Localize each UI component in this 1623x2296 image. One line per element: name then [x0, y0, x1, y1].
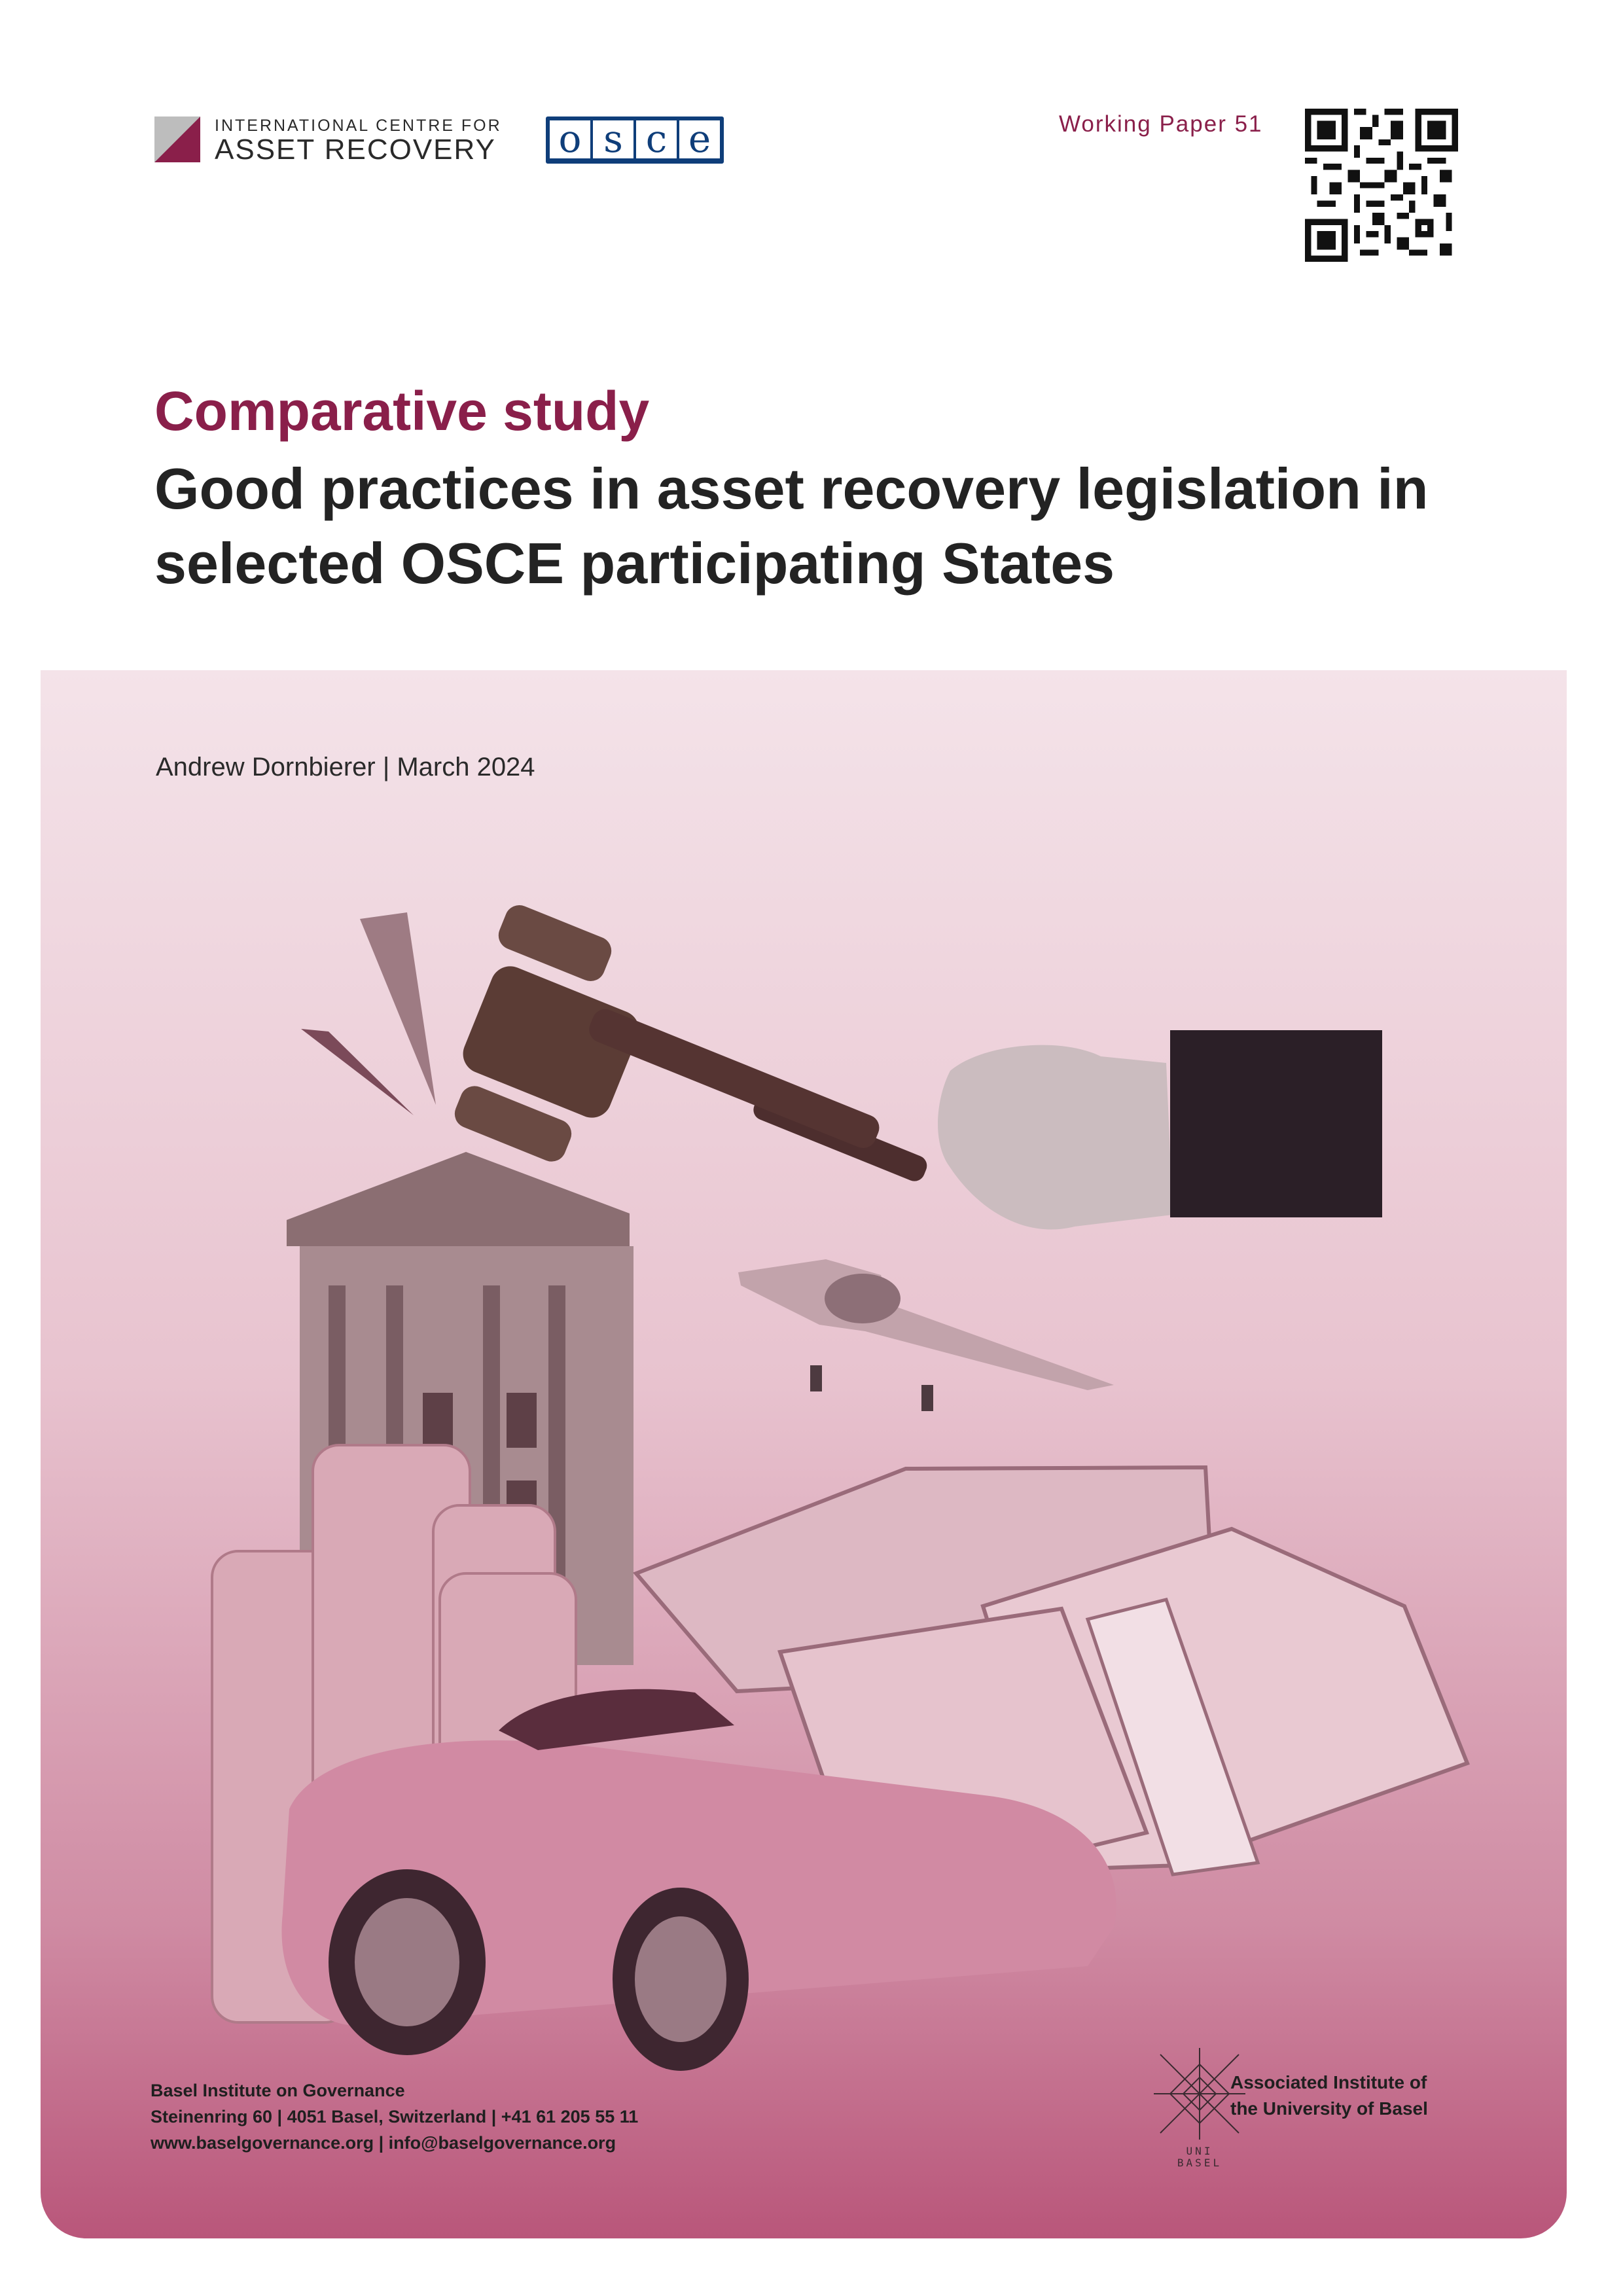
- associated-line2: the University of Basel: [1230, 2098, 1428, 2119]
- hand-icon: [938, 1030, 1382, 1230]
- associated-institute: Associated Institute of the University o…: [1230, 2070, 1466, 2122]
- osce-letter-s: s: [593, 120, 633, 158]
- unibasel-line2: BASEL: [1177, 2157, 1222, 2169]
- shard-decoration: [301, 912, 436, 1115]
- icar-logo: INTERNATIONAL CENTRE FOR ASSET RECOVERY: [154, 117, 500, 166]
- osce-letter-e: e: [679, 120, 720, 158]
- basel-institute-info: Basel Institute on Governance Steinenrin…: [151, 2077, 638, 2156]
- osce-logo: o s c e: [546, 117, 724, 164]
- working-paper-label: Working Paper 51: [1059, 111, 1263, 137]
- gavel-icon: [454, 905, 927, 1181]
- icar-logo-mark: [154, 117, 200, 162]
- airplane-icon: [738, 1259, 1114, 1411]
- author-date: Andrew Dornbierer | March 2024: [156, 753, 535, 781]
- icar-logo-line2: ASSET RECOVERY: [215, 134, 496, 166]
- cover-panel: Andrew Dornbierer | March 2024 Basel Ins…: [41, 670, 1567, 2238]
- institute-address: Steinenring 60 | 4051 Basel, Switzerland…: [151, 2107, 639, 2126]
- cover-illustration: [211, 905, 1470, 2071]
- car-icon: [281, 1689, 1116, 2071]
- page-title: Good practices in asset recovery legisla…: [154, 456, 1429, 596]
- unibasel-line1: UNI: [1186, 2145, 1213, 2157]
- associated-line1: Associated Institute of: [1230, 2072, 1427, 2092]
- osce-letter-c: c: [636, 120, 677, 158]
- osce-letter-o: o: [550, 120, 590, 158]
- title-kicker: Comparative study: [154, 380, 650, 442]
- qr-code-icon[interactable]: [1305, 109, 1458, 262]
- institute-name: Basel Institute on Governance: [151, 2081, 405, 2100]
- institute-contact[interactable]: www.baselgovernance.org | info@baselgove…: [151, 2133, 616, 2153]
- unibasel-logo: UNI BASEL: [1154, 2048, 1245, 2169]
- icar-logo-line1: INTERNATIONAL CENTRE FOR: [215, 117, 502, 135]
